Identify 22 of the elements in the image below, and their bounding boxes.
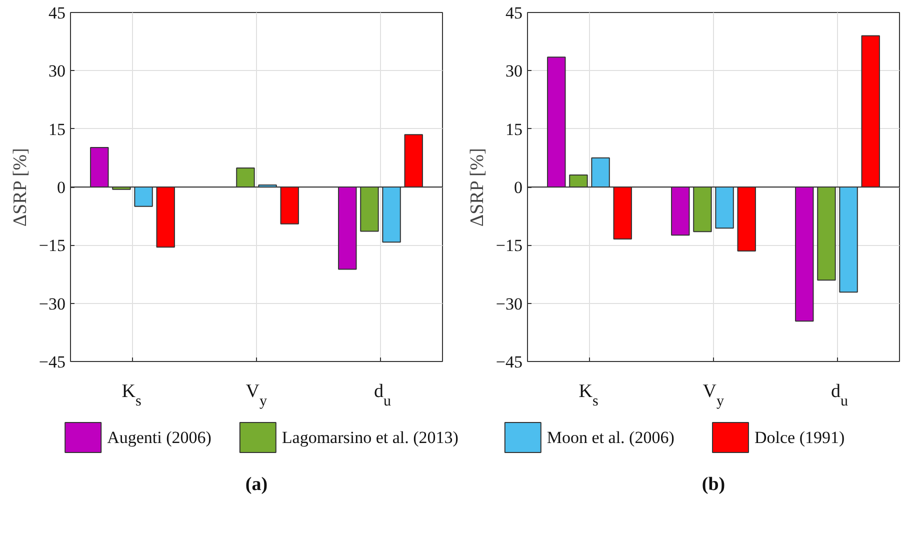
y-tick-label: 15 [506,120,522,139]
y-tick-label: −45 [496,352,523,372]
legend-label: Lagomarsino et al. (2013) [282,428,458,447]
y-axis-title: ΔSRP [%] [10,148,31,227]
text: (a) [245,474,268,495]
legend-label: Augenti (2006) [107,428,212,447]
y-tick-label: 0 [57,178,66,197]
y-tick-label: −45 [38,352,66,372]
y-tick-label: 30 [48,62,66,81]
y-tick-label: 30 [506,62,522,81]
y-tick-label: −30 [496,294,523,314]
y-tick-label: −15 [496,236,523,256]
y-tick-label: −15 [38,236,66,256]
y-tick-label: 45 [48,4,66,22]
y-tick-label: 0 [514,178,522,197]
y-tick-label: −30 [38,294,66,314]
legend-label: Dolce (1991) [754,428,845,447]
y-tick-label: 15 [48,120,66,139]
y-tick-label: 45 [506,4,522,22]
text: (b) [702,474,726,495]
legend-label: Moon et al. (2006) [546,428,674,447]
y-axis-title: ΔSRP [%] [466,148,488,227]
